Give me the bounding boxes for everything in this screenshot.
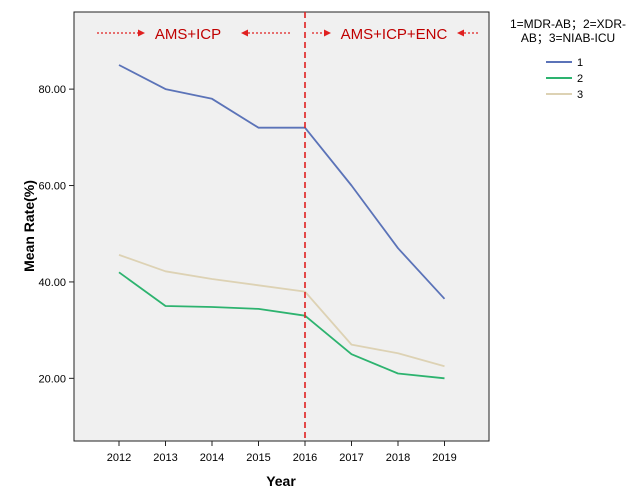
- arrow-right-head-2: [324, 29, 331, 37]
- x-tick-label: 2018: [386, 452, 410, 464]
- x-tick-label: 2012: [107, 452, 131, 464]
- phase-annotations: AMS+ICP AMS+ICP+ENC: [97, 26, 480, 43]
- series-layer: [118, 64, 446, 380]
- y-axis: 20.00 40.00 60.00 80.00: [38, 84, 74, 385]
- legend-title-line-2: AB；3=NIAB-ICU: [521, 31, 615, 45]
- legend-label-2: 2: [577, 73, 583, 85]
- legend-label-3: 3: [577, 89, 583, 101]
- arrow-left-head: [241, 29, 248, 37]
- x-tick-label: 2015: [246, 452, 270, 464]
- x-axis-title: Year: [266, 473, 296, 489]
- y-tick-label: 80.00: [38, 84, 66, 96]
- series-line-2: [118, 271, 445, 380]
- legend-items: 1 2 3: [546, 57, 583, 101]
- legend-label-1: 1: [577, 57, 583, 69]
- plot-area: [73, 11, 490, 442]
- phase-after-label: AMS+ICP+ENC: [341, 26, 448, 43]
- arrow-left-head-2: [457, 29, 464, 37]
- x-axis: 2012 2013 2014 2015 2016 2017 2018 2019: [107, 441, 457, 464]
- y-tick-label: 60.00: [38, 181, 66, 193]
- x-tick-label: 2019: [432, 452, 456, 464]
- y-tick-label: 40.00: [38, 277, 66, 289]
- phase-before-label: AMS+ICP: [155, 26, 221, 43]
- legend: 1=MDR-AB；2=XDR- AB；3=NIAB-ICU 1 2 3: [510, 17, 626, 101]
- y-axis-title: Mean Rate(%): [21, 180, 37, 272]
- x-tick-label: 2016: [293, 452, 317, 464]
- x-tick-label: 2013: [153, 452, 177, 464]
- x-tick-label: 2017: [339, 452, 363, 464]
- series-line-1: [118, 64, 446, 300]
- x-tick-label: 2014: [200, 452, 224, 464]
- series-line-3: [118, 254, 445, 368]
- y-tick-label: 20.00: [38, 373, 66, 385]
- legend-title-line-1: 1=MDR-AB；2=XDR-: [510, 17, 626, 31]
- arrow-right-head: [138, 29, 145, 37]
